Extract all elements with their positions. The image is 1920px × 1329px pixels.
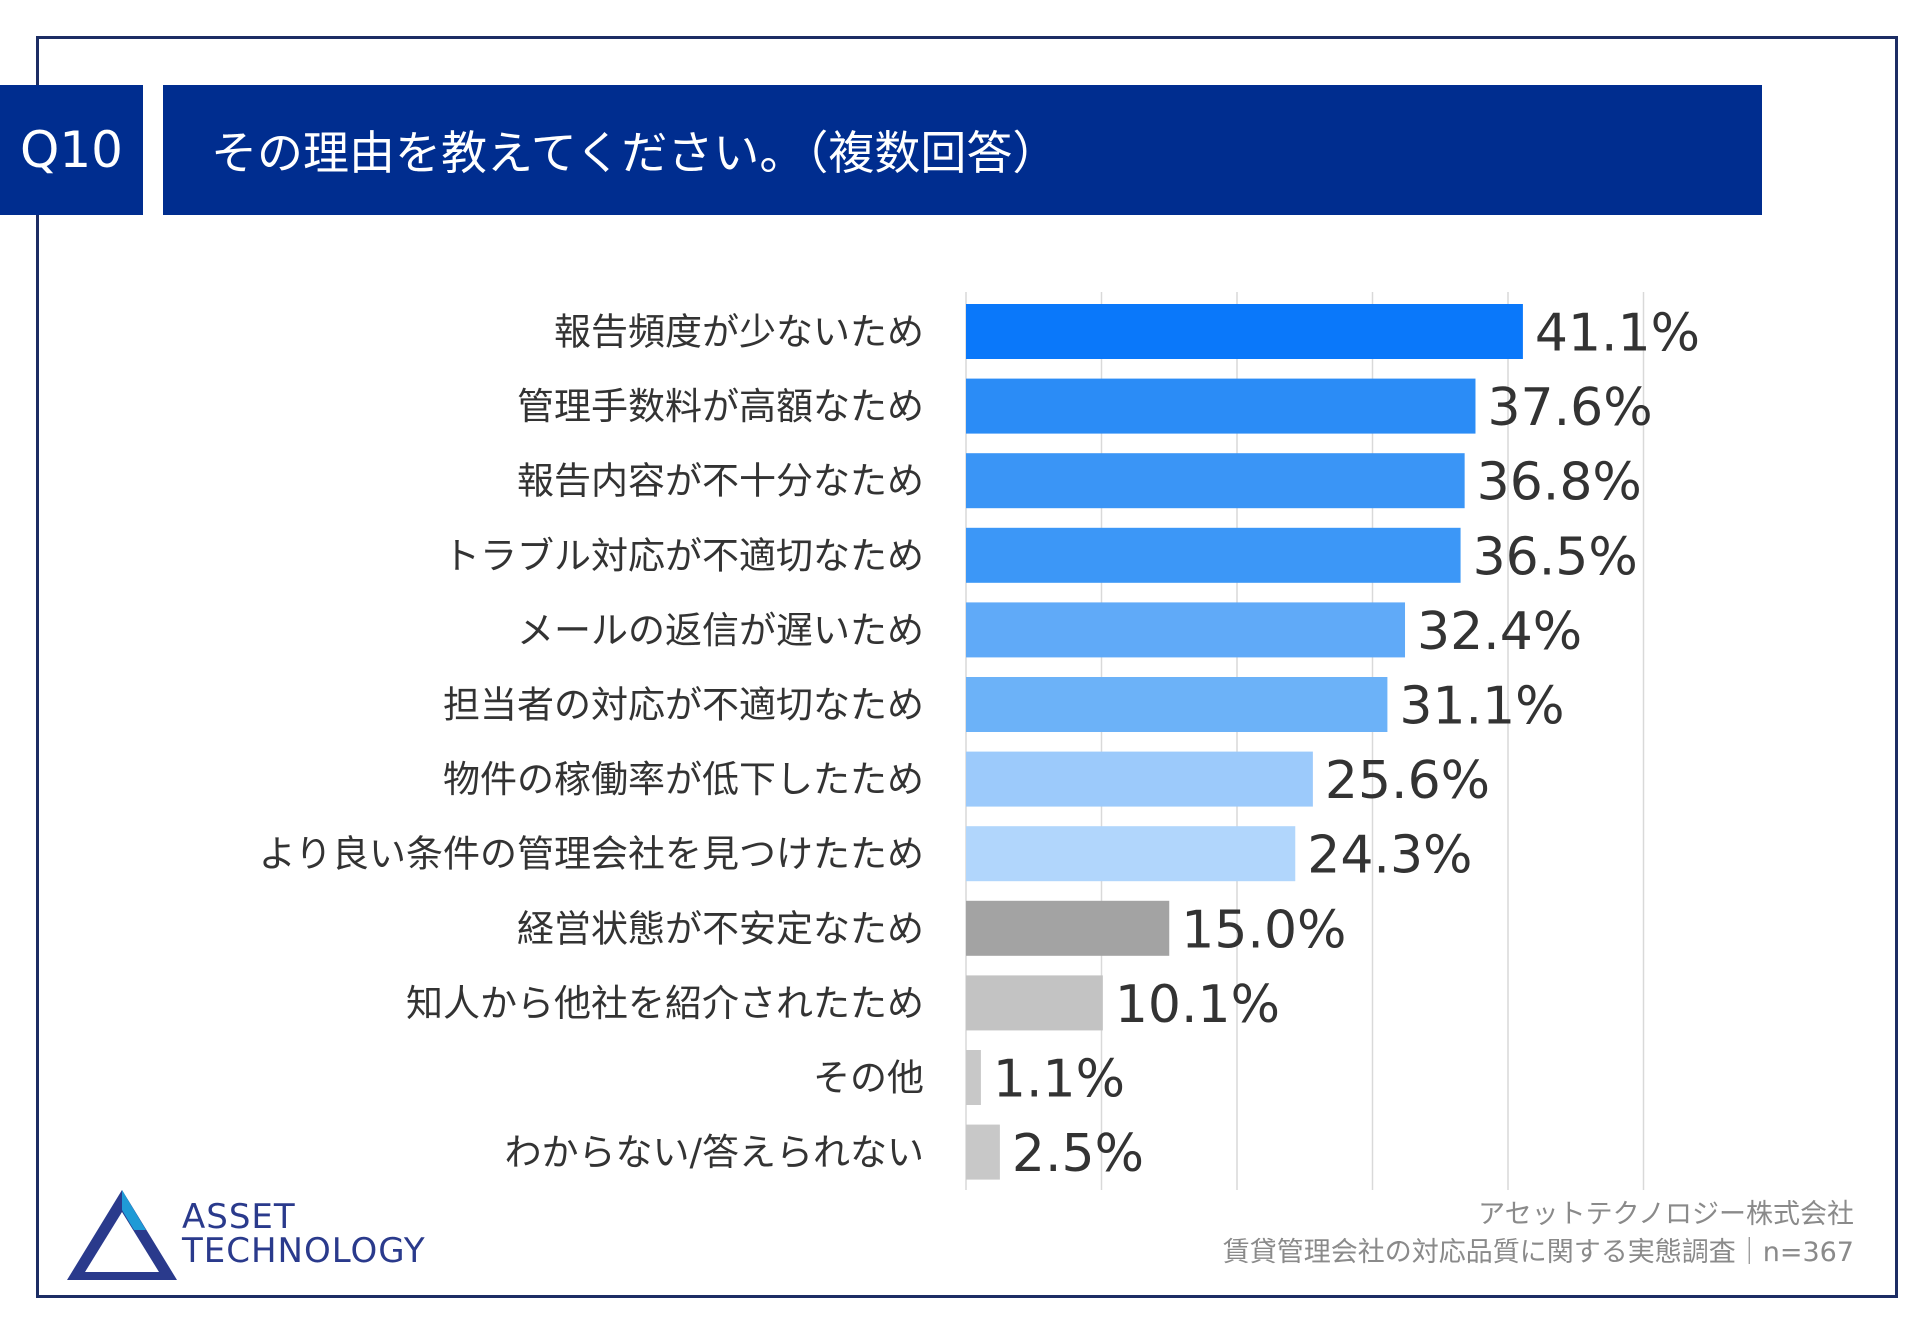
category-label: 物件の稼働率が低下したため (443, 758, 924, 801)
bar-3 (966, 453, 1465, 509)
value-label: 31.1% (1399, 677, 1564, 737)
bar-4 (966, 527, 1461, 583)
logo-triangle-icon (67, 1190, 177, 1280)
category-label: 管理手数料が高額なため (517, 385, 924, 428)
value-labels: 41.1% 37.6% 36.8% 36.5% 32.4% 31.1% 25.6% 24.3%… (993, 304, 1700, 1185)
logo-text-technology: TECHNOLOGY (182, 1231, 426, 1271)
bar-1 (966, 304, 1523, 359)
value-label: 37.6% (1487, 378, 1652, 438)
category-label: 経営状態が不安定なため (517, 907, 924, 950)
category-labels: 報告頻度が少ないため管理手数料が高額なため報告内容が不十分なためトラブル対応が不… (259, 311, 924, 1175)
value-label: 1.1% (993, 1050, 1125, 1110)
chart-frame (36, 36, 1898, 1298)
bar-2 (966, 378, 1476, 434)
bar-11 (966, 1050, 981, 1105)
bar-9 (966, 900, 1170, 956)
footer: アセットテクノロジー株式会社 賃貸管理会社の対応品質に関する実態調査｜n=367 (1223, 1196, 1854, 1272)
category-label: メールの返信が遅いため (517, 609, 924, 652)
value-label: 15.0% (1181, 900, 1346, 960)
category-label: トラブル対応が不適切なため (443, 534, 924, 577)
logo-text-asset: ASSET (182, 1197, 296, 1237)
bar-6 (966, 677, 1388, 732)
category-label: 報告内容が不十分なため (517, 460, 924, 503)
value-label: 32.4% (1417, 602, 1582, 662)
bars (966, 304, 1523, 1180)
bar-10 (966, 975, 1103, 1031)
bar-5 (966, 602, 1406, 658)
category-label: より良い条件の管理会社を見つけたため (259, 833, 924, 876)
footer-survey: 賃貸管理会社の対応品質に関する実態調査｜n=367 (1222, 1237, 1854, 1268)
bar-7 (966, 751, 1313, 807)
value-label: 2.5% (1012, 1124, 1144, 1184)
category-label: 報告頻度が少ないため (554, 311, 924, 354)
asset-technology-logo: ASSET TECHNOLOGY (62, 1184, 522, 1284)
category-label: 知人から他社を紹介されたため (406, 982, 924, 1025)
value-label: 24.3% (1307, 826, 1472, 886)
value-label: 25.6% (1325, 751, 1490, 811)
bar-12 (966, 1124, 1000, 1180)
value-label: 36.8% (1477, 453, 1642, 513)
gridlines (965, 292, 1645, 1190)
value-label: 10.1% (1115, 975, 1280, 1035)
category-label: わからない/答えられない (505, 1131, 924, 1174)
category-label: その他 (813, 1057, 924, 1100)
bar-8 (966, 826, 1296, 882)
question-title: その理由を教えてください。（複数回答） (163, 85, 1762, 215)
category-label: 担当者の対応が不適切なため (443, 684, 924, 727)
footer-company: アセットテクノロジー株式会社 (1478, 1199, 1854, 1230)
value-label: 41.1% (1535, 304, 1700, 364)
value-label: 36.5% (1473, 527, 1638, 587)
question-number-badge: Q10 (0, 85, 143, 215)
